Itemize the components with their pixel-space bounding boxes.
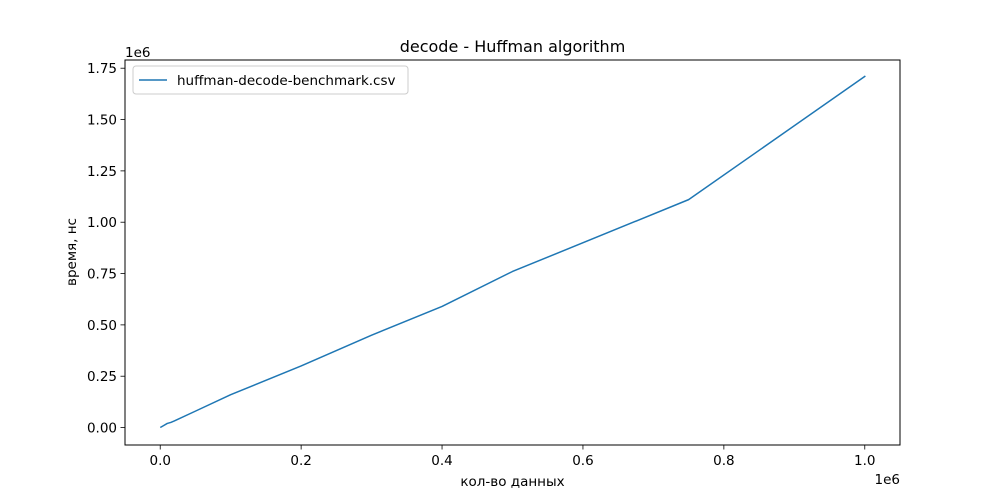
y-axis-offset-label: 1e6 <box>125 45 150 61</box>
plot-area-frame <box>124 59 901 446</box>
x-tick-label: 0.6 <box>572 453 593 469</box>
y-tick-label: 1.75 <box>87 61 117 77</box>
x-tick-label: 0.8 <box>713 453 734 469</box>
y-tick-label: 1.25 <box>87 164 117 180</box>
axis-ticks: 0.0 0.2 0.4 0.6 0.8 1.0 0.00 0.25 0.50 0.75 1.00 1.… <box>87 61 876 469</box>
chart-title: decode - Huffman algorithm <box>400 37 626 56</box>
legend: huffman-decode-benchmark.csv <box>132 65 409 95</box>
y-tick-label: 1.50 <box>87 113 117 129</box>
series-layer <box>159 75 866 429</box>
y-tick-label: 0.00 <box>87 421 117 437</box>
x-tick-label: 0.0 <box>149 453 170 469</box>
x-tick-label: 1.0 <box>854 453 875 469</box>
y-tick-label: 0.50 <box>87 318 117 334</box>
y-tick-label: 0.75 <box>87 267 117 283</box>
y-axis-title: время, нс <box>64 218 80 286</box>
y-tick-label: 0.25 <box>87 369 117 385</box>
x-axis-offset-label: 1e6 <box>875 472 900 488</box>
legend-label: huffman-decode-benchmark.csv <box>177 73 396 89</box>
legend-box <box>132 65 409 95</box>
y-tick-label: 1.00 <box>87 215 117 231</box>
x-tick-label: 0.4 <box>431 453 452 469</box>
x-tick-label: 0.2 <box>290 453 311 469</box>
x-axis-title: кол-во данных <box>460 474 564 490</box>
series-line <box>159 75 866 429</box>
